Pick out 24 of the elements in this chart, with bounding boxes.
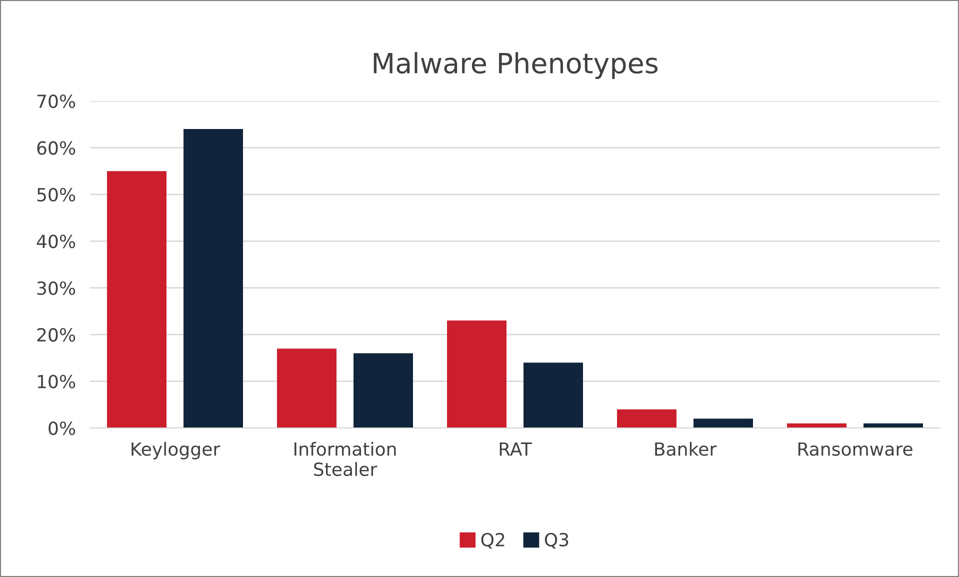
y-tick-label: 60%: [37, 141, 76, 155]
bar: [107, 171, 166, 428]
bar: [447, 320, 506, 428]
y-tick-label: 50%: [37, 188, 76, 202]
chart-title: Malware Phenotypes: [374, 52, 658, 79]
x-tick-label: Information Stealer: [294, 442, 396, 476]
x-tick-label: Keylogger: [132, 442, 220, 460]
y-tick-label: 20%: [37, 328, 76, 342]
y-tick-label: 0%: [48, 421, 76, 436]
y-tick-label: 70%: [37, 94, 76, 108]
x-tick-label: Ransomware: [798, 442, 912, 456]
legend-label: Q2: [481, 532, 504, 549]
y-tick-label: 30%: [37, 281, 76, 295]
bar: [354, 353, 413, 428]
bar: [694, 418, 753, 428]
x-tick-label: Banker: [655, 442, 717, 456]
bar: [277, 348, 336, 428]
x-tick-label: RAT: [500, 442, 532, 456]
bar: [617, 409, 676, 428]
bar: [184, 129, 243, 428]
y-tick-label: 40%: [36, 234, 76, 248]
legend-label: Q3: [544, 532, 568, 549]
bar: [524, 362, 583, 428]
y-tick-label: 10%: [38, 374, 76, 388]
